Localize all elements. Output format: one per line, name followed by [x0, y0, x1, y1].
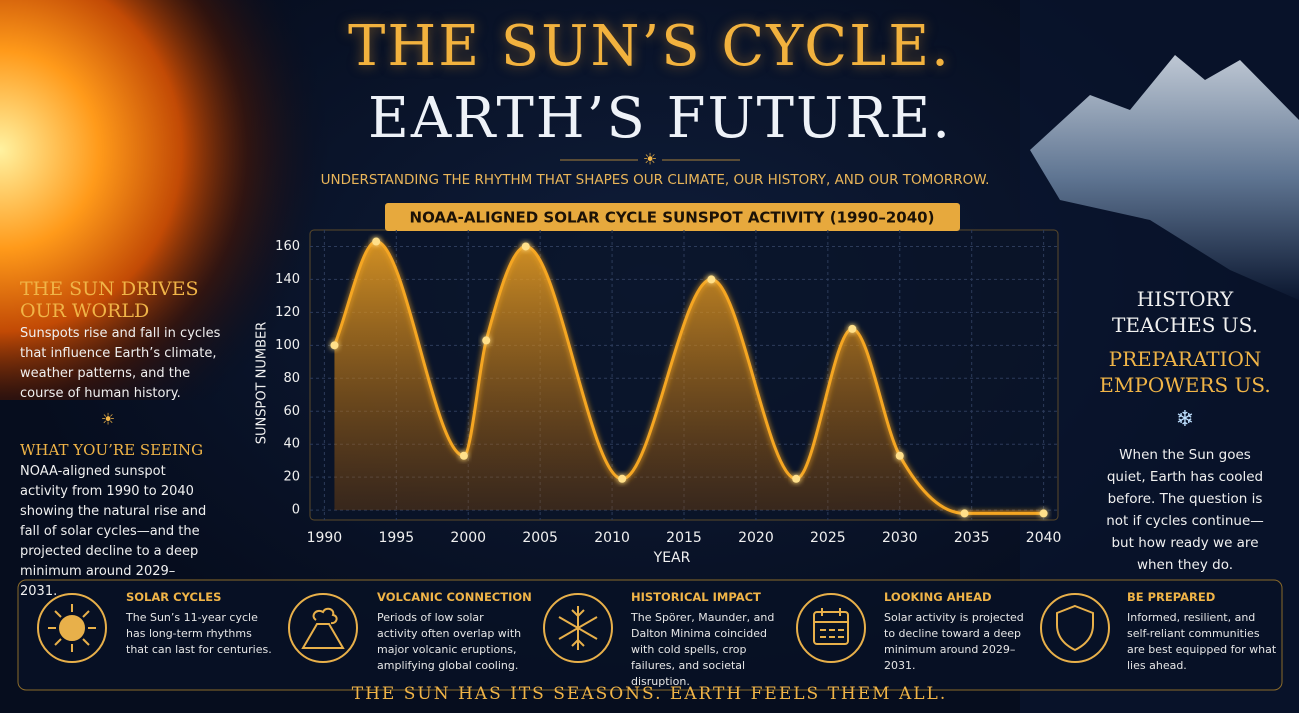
data-point — [960, 509, 969, 518]
x-tick-label: 1995 — [378, 530, 414, 546]
right-heading: HISTORY TEACHES US. — [1112, 287, 1258, 337]
data-point — [521, 242, 530, 251]
y-tick-label: 20 — [283, 470, 300, 485]
sun-ornament: ☀ — [101, 410, 115, 429]
data-point — [330, 341, 339, 350]
mountains — [1030, 55, 1299, 300]
x-tick-label: 2010 — [594, 530, 630, 546]
data-point — [618, 474, 627, 483]
card-text: Periods of low solar activity often over… — [377, 611, 522, 672]
sun-ornament: ☀ — [643, 150, 657, 169]
data-point — [792, 474, 801, 483]
right-text: When the Sun goes quiet, Earth has coole… — [1106, 447, 1264, 573]
y-tick-label: 60 — [283, 404, 300, 419]
footer: THE SUN HAS ITS SEASONS. EARTH FEELS THE… — [351, 684, 948, 704]
x-tick-label: 2040 — [1026, 530, 1062, 546]
left-text-2: NOAA-aligned sunspot activity from 1990 … — [20, 464, 207, 599]
card-text: Solar activity is projected to decline t… — [884, 611, 1024, 672]
title-line-2: EARTH’S FUTURE. — [367, 86, 953, 151]
snowflake-ornament: ❄ — [1176, 407, 1194, 432]
area-fill — [334, 241, 1044, 514]
data-point — [1039, 509, 1048, 518]
y-tick-label: 140 — [275, 272, 300, 287]
card-text: The Spörer, Maunder, and Dalton Minima c… — [631, 611, 775, 688]
y-tick-label: 40 — [283, 437, 300, 452]
y-tick-label: 80 — [283, 371, 300, 386]
card-title: VOLCANIC CONNECTION — [377, 590, 532, 604]
x-tick-label: 2015 — [666, 530, 702, 546]
chart-title-banner — [385, 203, 960, 231]
x-tick-label: 2005 — [522, 530, 558, 546]
card: SOLAR CYCLES The Sun’s 11-year cycle has … — [126, 590, 276, 658]
subtitle: UNDERSTANDING THE RHYTHM THAT SHAPES OUR… — [320, 172, 990, 188]
y-axis-label: SUNSPOT NUMBER — [255, 322, 270, 445]
card-text: Informed, resilient, and self-reliant co… — [1127, 611, 1277, 672]
x-tick-label: 1990 — [307, 530, 343, 546]
y-tick-label: 0 — [292, 503, 300, 518]
x-tick-label: 2030 — [882, 530, 918, 546]
data-point — [372, 237, 381, 246]
y-tick-label: 100 — [275, 338, 300, 353]
x-tick-label: 2025 — [810, 530, 846, 546]
data-point — [707, 275, 716, 284]
card-title: HISTORICAL IMPACT — [631, 590, 761, 604]
chart-title: NOAA-ALIGNED SOLAR CYCLE SUNSPOT ACTIVIT… — [410, 209, 935, 227]
data-point — [848, 324, 857, 333]
x-axis-label: YEAR — [653, 550, 691, 566]
card-icons — [37, 593, 1110, 663]
card-title: SOLAR CYCLES — [126, 590, 222, 604]
x-tick-label: 2035 — [954, 530, 990, 546]
data-point — [895, 451, 904, 460]
area-line — [333, 240, 1044, 515]
cards-box — [17, 579, 1283, 691]
y-tick-label: 120 — [275, 305, 300, 320]
x-tick-label: 2000 — [450, 530, 486, 546]
card-title: BE PREPARED — [1127, 590, 1216, 604]
card-title: LOOKING AHEAD — [884, 590, 992, 604]
card: LOOKING AHEAD Solar activity is projected… — [884, 590, 1034, 674]
card: BE PREPARED Informed, resilient, and self… — [1127, 590, 1277, 674]
data-point — [482, 336, 491, 345]
y-tick-label: 160 — [275, 239, 300, 254]
title-line-1: THE SUN’S CYCLE. — [348, 14, 951, 79]
left-heading: THE SUN DRIVES OUR WORLD — [20, 278, 199, 322]
card: VOLCANIC CONNECTION Periods of low solar … — [377, 590, 532, 674]
card: HISTORICAL IMPACT The Spörer, Maunder, an… — [631, 590, 781, 690]
left-heading-2: WHAT YOU’RE SEEING — [20, 441, 204, 459]
sun-glow — [0, 0, 360, 400]
left-text: Sunspots rise and fall in cycles that in… — [20, 326, 221, 401]
right-heading-2: PREPARATION EMPOWERS US. — [1099, 347, 1271, 397]
data-point — [459, 451, 468, 460]
card-text: The Sun’s 11-year cycle has long-term rh… — [126, 611, 272, 656]
x-tick-label: 2020 — [738, 530, 774, 546]
